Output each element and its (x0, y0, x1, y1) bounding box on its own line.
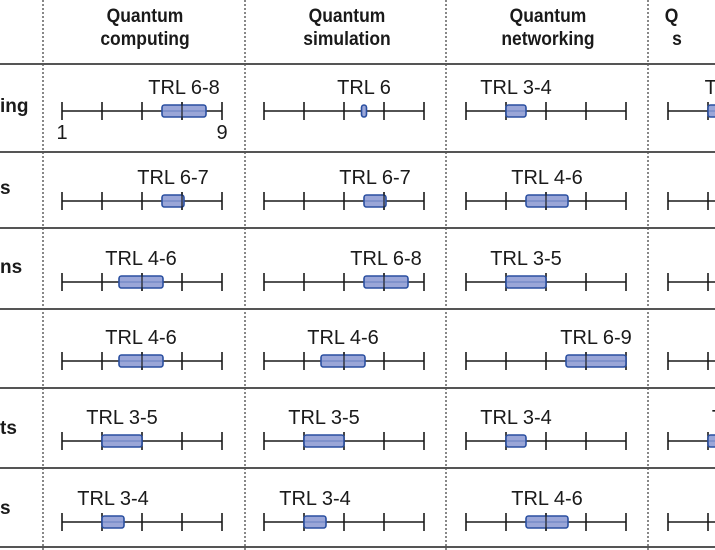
trl-label: TRL 3-5 (86, 407, 158, 429)
row-label-3: ns (0, 257, 23, 278)
trl-label: TRL 3-5 (288, 407, 360, 429)
trl-label: TRL 6 (337, 77, 391, 99)
trl-label: TR (705, 77, 715, 99)
row-divider (0, 546, 715, 548)
trl-label: TRL 4-6 (105, 327, 177, 349)
row-divider (0, 308, 715, 310)
header-line1: Q (664, 6, 679, 27)
column-header-simulation: Quantum simulation (254, 5, 440, 51)
trl-label: TRL 3-5 (490, 248, 562, 270)
trl-label: TRL 3-4 (279, 488, 351, 510)
row-divider (0, 387, 715, 389)
row-divider (0, 151, 715, 153)
header-line1: Quantum (106, 6, 184, 27)
column-header-computing: Quantum computing (52, 5, 238, 51)
column-divider (42, 0, 44, 550)
row-label-2: s (0, 178, 11, 199)
column-header-networking: Quantum networking (455, 5, 641, 51)
header-line2: simulation (303, 29, 391, 50)
column-divider (445, 0, 447, 550)
trl-label: TRL 3-4 (480, 407, 552, 429)
trl-label: TRL 6-8 (350, 248, 422, 270)
header-line2: s (672, 29, 682, 50)
trl-label: TRL 3-4 (77, 488, 149, 510)
row-label-5: ts (0, 418, 17, 439)
trl-label: TRL 6-7 (339, 167, 411, 189)
trl-label: TRL 6-8 (148, 77, 220, 99)
row-label-6: s (0, 498, 11, 519)
column-header-sensing: Q s (665, 5, 715, 51)
column-divider (647, 0, 649, 550)
trl-label: TRL 4-6 (307, 327, 379, 349)
row-divider (0, 227, 715, 229)
row-divider (0, 467, 715, 469)
axis-max-label: 9 (216, 122, 227, 144)
header-line2: computing (100, 29, 190, 50)
header-line2: networking (501, 29, 595, 50)
trl-label: TRL 6-7 (137, 167, 209, 189)
axis-min-label: 1 (56, 122, 67, 144)
header-line1: Quantum (308, 6, 386, 27)
trl-label: T (712, 407, 715, 429)
header-line1: Quantum (509, 6, 587, 27)
trl-label: TRL 3-4 (480, 77, 552, 99)
column-divider (244, 0, 246, 550)
trl-label: TRL 4-6 (511, 167, 583, 189)
trl-label: TRL 6-9 (560, 327, 632, 349)
trl-label: TRL 4-6 (105, 248, 177, 270)
trl-range-bar (360, 104, 368, 118)
row-label-1: ing (0, 96, 29, 117)
trl-label: TRL 4-6 (511, 488, 583, 510)
row-divider (0, 63, 715, 65)
